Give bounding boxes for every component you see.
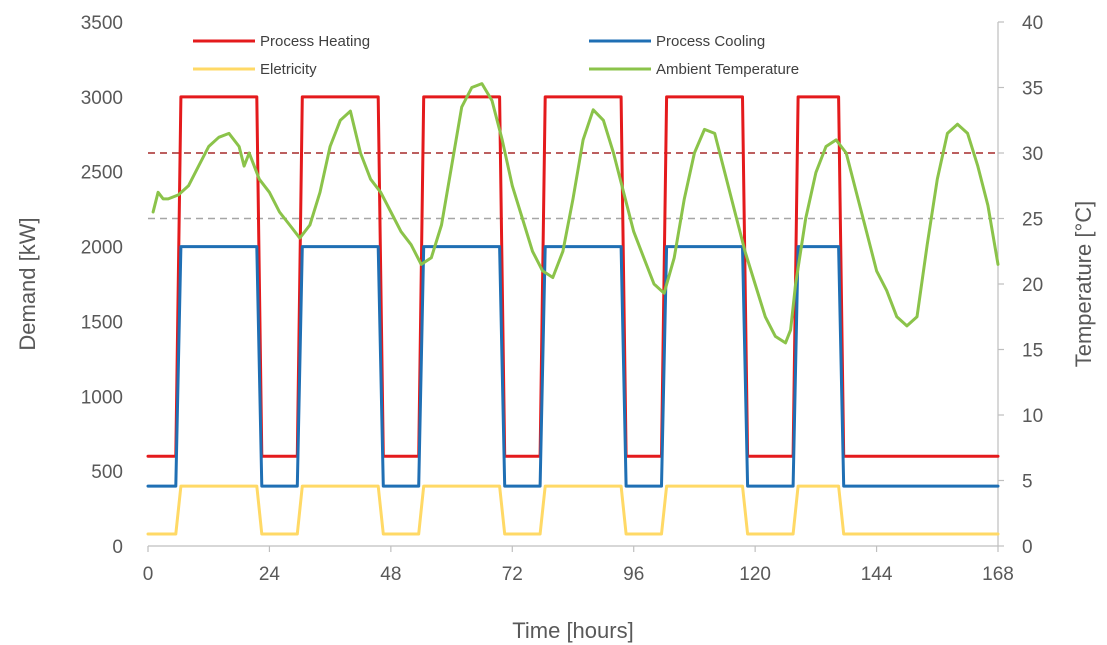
reference-lines: [148, 152, 998, 220]
y2-tick-label: 35: [1022, 79, 1043, 100]
x-tick-label: 96: [623, 564, 644, 585]
x-tick-label: 144: [861, 564, 893, 585]
y2-tick-label: 30: [1022, 144, 1043, 165]
legend-label: Process Heating: [260, 33, 370, 50]
y-tick-label: 3500: [81, 13, 123, 34]
x-tick-label: 168: [982, 564, 1014, 585]
process-cooling-line: [146, 245, 1000, 488]
y2-tick-label: 15: [1022, 341, 1043, 362]
legend: Process Heating Process Cooling Eletricity…: [193, 33, 799, 78]
y2-tick-label: 40: [1022, 13, 1043, 34]
y2-tick-label: 0: [1022, 537, 1033, 558]
axes: [148, 22, 999, 547]
y2-axis-ticks: 0 5 10 15 20 25 30 35 40: [998, 13, 1043, 558]
y2-tick-label: 10: [1022, 406, 1043, 427]
y-tick-label: 1000: [81, 387, 123, 408]
legend-label: Eletricity: [260, 61, 317, 78]
x-tick-label: 120: [739, 564, 771, 585]
x-tick-label: 24: [259, 564, 281, 585]
y-tick-label: 500: [91, 462, 123, 483]
y-tick-label: 2500: [81, 163, 123, 184]
y-tick-label: 2000: [81, 238, 123, 259]
y-axis-title: Demand [kW]: [15, 217, 40, 350]
ambient-temperature-line: [151, 82, 1000, 345]
process-heating-line: [146, 95, 1000, 458]
y-tick-label: 0: [112, 537, 123, 558]
legend-label: Process Cooling: [656, 33, 765, 50]
y2-tick-label: 20: [1022, 275, 1043, 296]
eletricity-line: [146, 484, 1000, 536]
x-axis-ticks: 0 24 48 72 96 120 144 168: [143, 546, 1014, 585]
legend-label: Ambient Temperature: [656, 61, 799, 78]
y2-tick-label: 25: [1022, 210, 1043, 231]
y-tick-label: 3000: [81, 88, 123, 109]
x-tick-label: 48: [380, 564, 401, 585]
x-tick-label: 0: [143, 564, 154, 585]
y2-axis-title: Temperature [°C]: [1071, 201, 1096, 368]
series-lines: [146, 82, 1000, 536]
y2-tick-label: 5: [1022, 472, 1033, 493]
y-tick-label: 1500: [81, 312, 123, 333]
x-tick-label: 72: [502, 564, 523, 585]
y-axis-ticks: 0 500 1000 1500 2000 2500 3000 3500: [81, 13, 123, 558]
x-axis-title: Time [hours]: [512, 618, 633, 643]
